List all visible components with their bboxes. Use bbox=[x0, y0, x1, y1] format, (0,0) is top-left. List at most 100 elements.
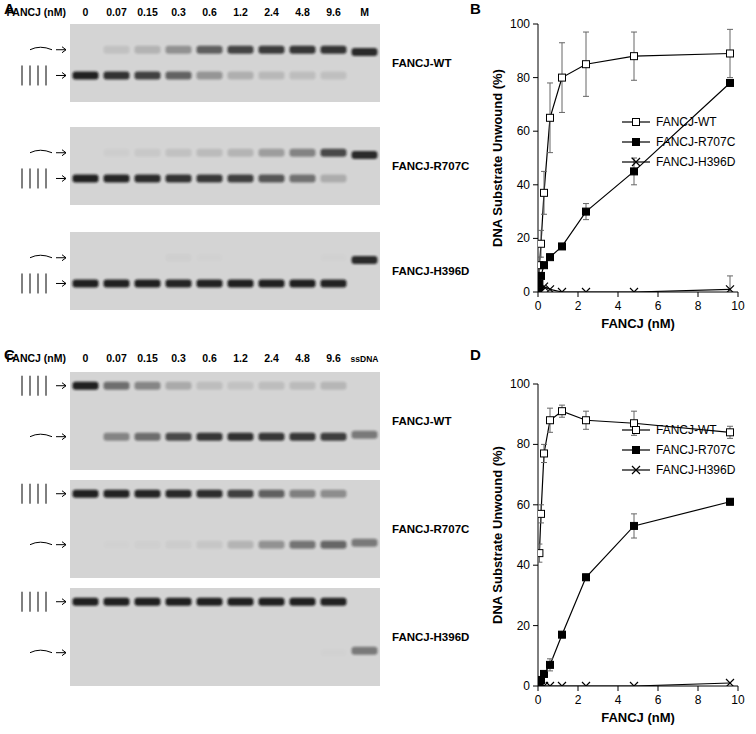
data-point bbox=[583, 417, 590, 424]
lane-label: 0.3 bbox=[171, 6, 186, 18]
data-point bbox=[538, 240, 545, 247]
legend-label: FANCJ-H396D bbox=[656, 463, 736, 477]
substrate-band bbox=[289, 71, 315, 79]
error-bar bbox=[727, 499, 733, 505]
x-tick bbox=[738, 686, 739, 691]
gel-row-label: FANCJ-R707C bbox=[392, 523, 469, 535]
product-band bbox=[227, 541, 253, 549]
substrate-band bbox=[103, 279, 129, 287]
data-point bbox=[558, 682, 566, 686]
y-axis-label: DNA Substrate Unwound (%) bbox=[490, 69, 505, 247]
substrate-band bbox=[320, 174, 346, 182]
data-point bbox=[547, 661, 554, 668]
product-band bbox=[289, 149, 315, 157]
substrate-band bbox=[72, 279, 98, 287]
data-point bbox=[582, 682, 590, 686]
product-band bbox=[289, 46, 315, 54]
y-tick bbox=[533, 625, 538, 626]
axes bbox=[533, 384, 738, 691]
data-point bbox=[558, 288, 566, 292]
data-point bbox=[727, 429, 734, 436]
legend: FANCJ-WTFANCJ-R707CFANCJ-H396D bbox=[622, 115, 736, 169]
data-point bbox=[630, 288, 638, 292]
substrate-band bbox=[320, 382, 346, 390]
legend: FANCJ-WTFANCJ-R707CFANCJ-H396D bbox=[622, 423, 736, 477]
y-tick-label: 40 bbox=[517, 178, 531, 192]
substrate-band bbox=[227, 174, 253, 182]
substrate-band bbox=[258, 598, 284, 606]
substrate-band bbox=[103, 382, 129, 390]
error-bar bbox=[583, 32, 589, 96]
error-bar bbox=[727, 276, 733, 292]
gel-background bbox=[70, 232, 380, 310]
schematic-arrows bbox=[56, 150, 66, 182]
lane-label: 0.6 bbox=[202, 352, 217, 364]
x-tick-label: 2 bbox=[575, 693, 582, 707]
data-point bbox=[631, 168, 638, 175]
error-bar bbox=[583, 204, 589, 220]
gel-row-label: FANCJ-WT bbox=[392, 57, 451, 69]
data-point bbox=[631, 522, 638, 529]
error-bar bbox=[538, 544, 542, 562]
data-point bbox=[559, 74, 566, 81]
x-tick bbox=[738, 292, 739, 297]
data-point bbox=[538, 510, 545, 517]
x-axis-label: FANCJ (nM) bbox=[601, 710, 675, 725]
y-tick bbox=[533, 686, 538, 687]
substrate-band bbox=[165, 174, 191, 182]
gel-background bbox=[70, 24, 380, 102]
product-band bbox=[320, 46, 346, 54]
product-band bbox=[165, 254, 191, 262]
product-band bbox=[289, 541, 315, 549]
substrate-band bbox=[72, 490, 98, 498]
data-point bbox=[547, 417, 554, 424]
legend-marker bbox=[633, 427, 640, 434]
schematic-strands bbox=[22, 484, 46, 504]
error-bar bbox=[547, 408, 553, 432]
gel-row bbox=[70, 24, 380, 102]
substrate-band bbox=[227, 71, 253, 79]
legend-marker bbox=[632, 158, 640, 166]
error-bar bbox=[538, 273, 544, 278]
y-axis-label: DNA Substrate Unwound (%) bbox=[490, 446, 505, 624]
lane-label: 1.2 bbox=[233, 6, 248, 18]
x-tick bbox=[698, 686, 699, 691]
gel-row bbox=[70, 480, 380, 578]
substrate-band bbox=[196, 598, 222, 606]
schematic-product bbox=[30, 542, 52, 545]
legend-label: FANCJ-H396D bbox=[656, 155, 736, 169]
error-bar bbox=[547, 659, 553, 671]
product-band bbox=[165, 46, 191, 54]
lane-label: 2.4 bbox=[264, 6, 279, 18]
y-tick-label: 40 bbox=[517, 558, 531, 572]
gel-row-label: FANCJ-H396D bbox=[392, 631, 469, 643]
substrate-band bbox=[289, 598, 315, 606]
substrate-schematic bbox=[22, 592, 66, 656]
data-point bbox=[559, 408, 566, 415]
error-bar bbox=[538, 505, 544, 523]
substrate-band bbox=[134, 174, 160, 182]
series-line bbox=[538, 83, 730, 292]
lane-label: 0.07 bbox=[106, 6, 127, 18]
x-tick bbox=[538, 686, 539, 691]
x-tick-label: 8 bbox=[695, 299, 702, 313]
data-point bbox=[630, 682, 638, 686]
lane-label: 0.15 bbox=[137, 352, 158, 364]
marker-band bbox=[351, 647, 377, 655]
substrate-band bbox=[196, 71, 222, 79]
data-point bbox=[583, 61, 590, 68]
marker-band bbox=[351, 431, 377, 439]
substrate-schematic bbox=[22, 255, 66, 294]
x-tick-label: 0 bbox=[535, 693, 542, 707]
substrate-band bbox=[258, 279, 284, 287]
substrate-schematic bbox=[22, 376, 66, 440]
data-point bbox=[583, 208, 590, 215]
substrate-band bbox=[72, 598, 98, 606]
product-band bbox=[134, 541, 160, 549]
product-band bbox=[258, 149, 284, 157]
legend-marker bbox=[632, 466, 640, 474]
data-point bbox=[541, 262, 548, 269]
marker-band bbox=[351, 48, 377, 56]
data-point bbox=[546, 285, 554, 292]
y-tick bbox=[533, 24, 538, 25]
